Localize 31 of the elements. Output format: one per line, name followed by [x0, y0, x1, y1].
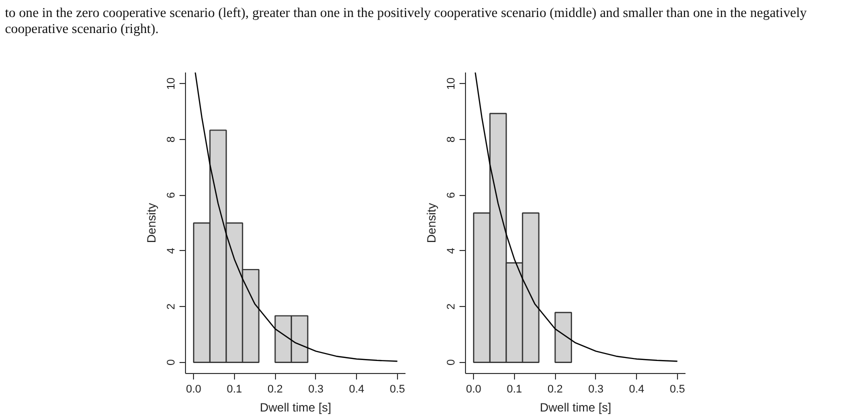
x-tick-label: 0.0 — [186, 384, 202, 396]
x-tick-label: 0.5 — [390, 384, 406, 396]
y-tick-label: 2 — [166, 304, 178, 310]
y-axis-title: Density — [144, 202, 158, 244]
x-tick-label: 0.0 — [466, 384, 482, 396]
y-tick-label: 6 — [446, 192, 458, 198]
x-axis-title: Dwell time [s] — [260, 400, 332, 414]
y-tick-label: 10 — [446, 78, 458, 90]
x-tick-label: 0.3 — [588, 384, 604, 396]
y-tick-label: 8 — [446, 136, 458, 142]
text: to one in the zero cooperative scenario (left), greater than one in the positively cooperative scenario (middle) and smaller than one in the negatively cooperative scenario (right). — [5, 5, 808, 36]
x-tick-label: 0.3 — [308, 384, 324, 396]
x-tick-label: 0.4 — [628, 384, 644, 396]
x-tick-label: 0.2 — [267, 384, 283, 396]
x-axis-title: Dwell time [s] — [540, 400, 612, 414]
y-tick-label: 10 — [166, 78, 178, 90]
x-tick-label: 0.1 — [506, 384, 522, 396]
y-tick-label: 8 — [166, 136, 178, 142]
line-series — [474, 72, 678, 362]
y-tick-label: 0 — [446, 359, 458, 366]
x-tick-label: 0.4 — [348, 384, 364, 396]
y-axis-title: Density — [424, 202, 438, 244]
y-tick-label: 6 — [166, 192, 178, 198]
x-tick-label: 0.5 — [670, 384, 686, 396]
y-tick-label: 4 — [446, 248, 458, 254]
x-tick-label: 0.2 — [547, 384, 563, 396]
y-tick-label: 2 — [446, 304, 458, 310]
x-tick-label: 0.1 — [226, 384, 242, 396]
y-tick-label: 0 — [166, 359, 178, 366]
line-series — [194, 72, 398, 362]
y-tick-label: 4 — [166, 248, 178, 254]
